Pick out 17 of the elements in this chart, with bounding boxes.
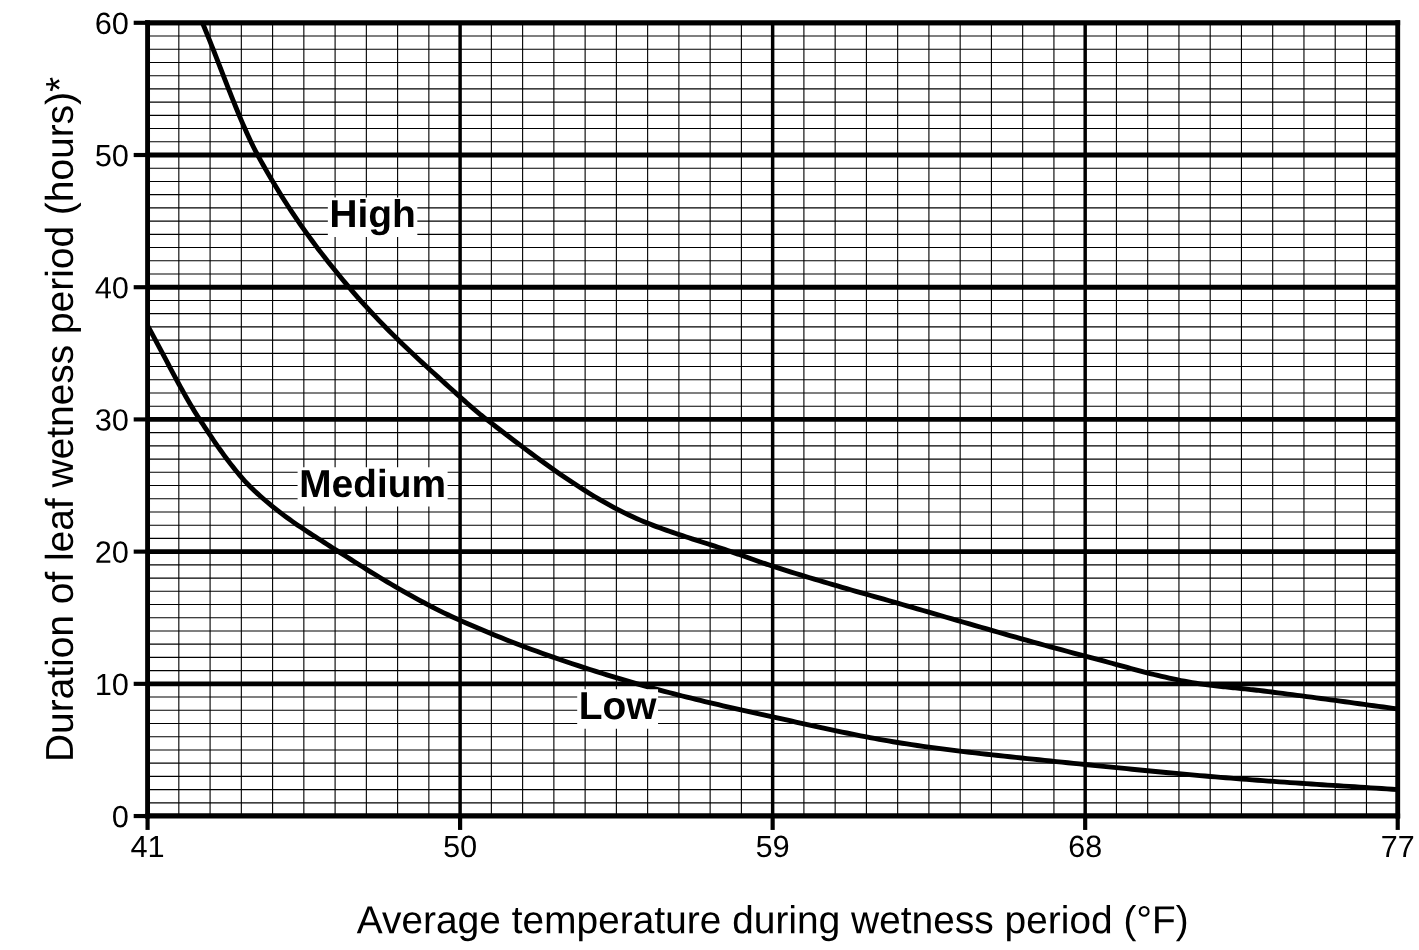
y-axis-title: Duration of leaf wetness period (hours)* <box>44 77 81 759</box>
y-tick-label: 30 <box>96 409 128 431</box>
x-tick-label: 50 <box>444 835 476 858</box>
y-tick-label: 40 <box>95 276 128 299</box>
y-tick-label: 60 <box>96 12 128 35</box>
x-tick-label: 77 <box>1382 835 1414 857</box>
annotation: Medium <box>301 468 444 498</box>
x-tick-label: 59 <box>756 835 789 858</box>
x-tick-label: 68 <box>1069 835 1101 858</box>
x-axis-title: Average temperature during wetness period (°F) <box>356 904 1187 942</box>
y-tick-label: 50 <box>96 144 128 167</box>
x-tick-label: 41 <box>131 835 164 857</box>
y-tick-label: 20 <box>96 541 128 564</box>
annotation: Low <box>581 692 657 720</box>
annotation: High <box>332 198 414 236</box>
y-tick-label: 10 <box>97 673 128 696</box>
y-tick-label: 0 <box>113 805 128 828</box>
